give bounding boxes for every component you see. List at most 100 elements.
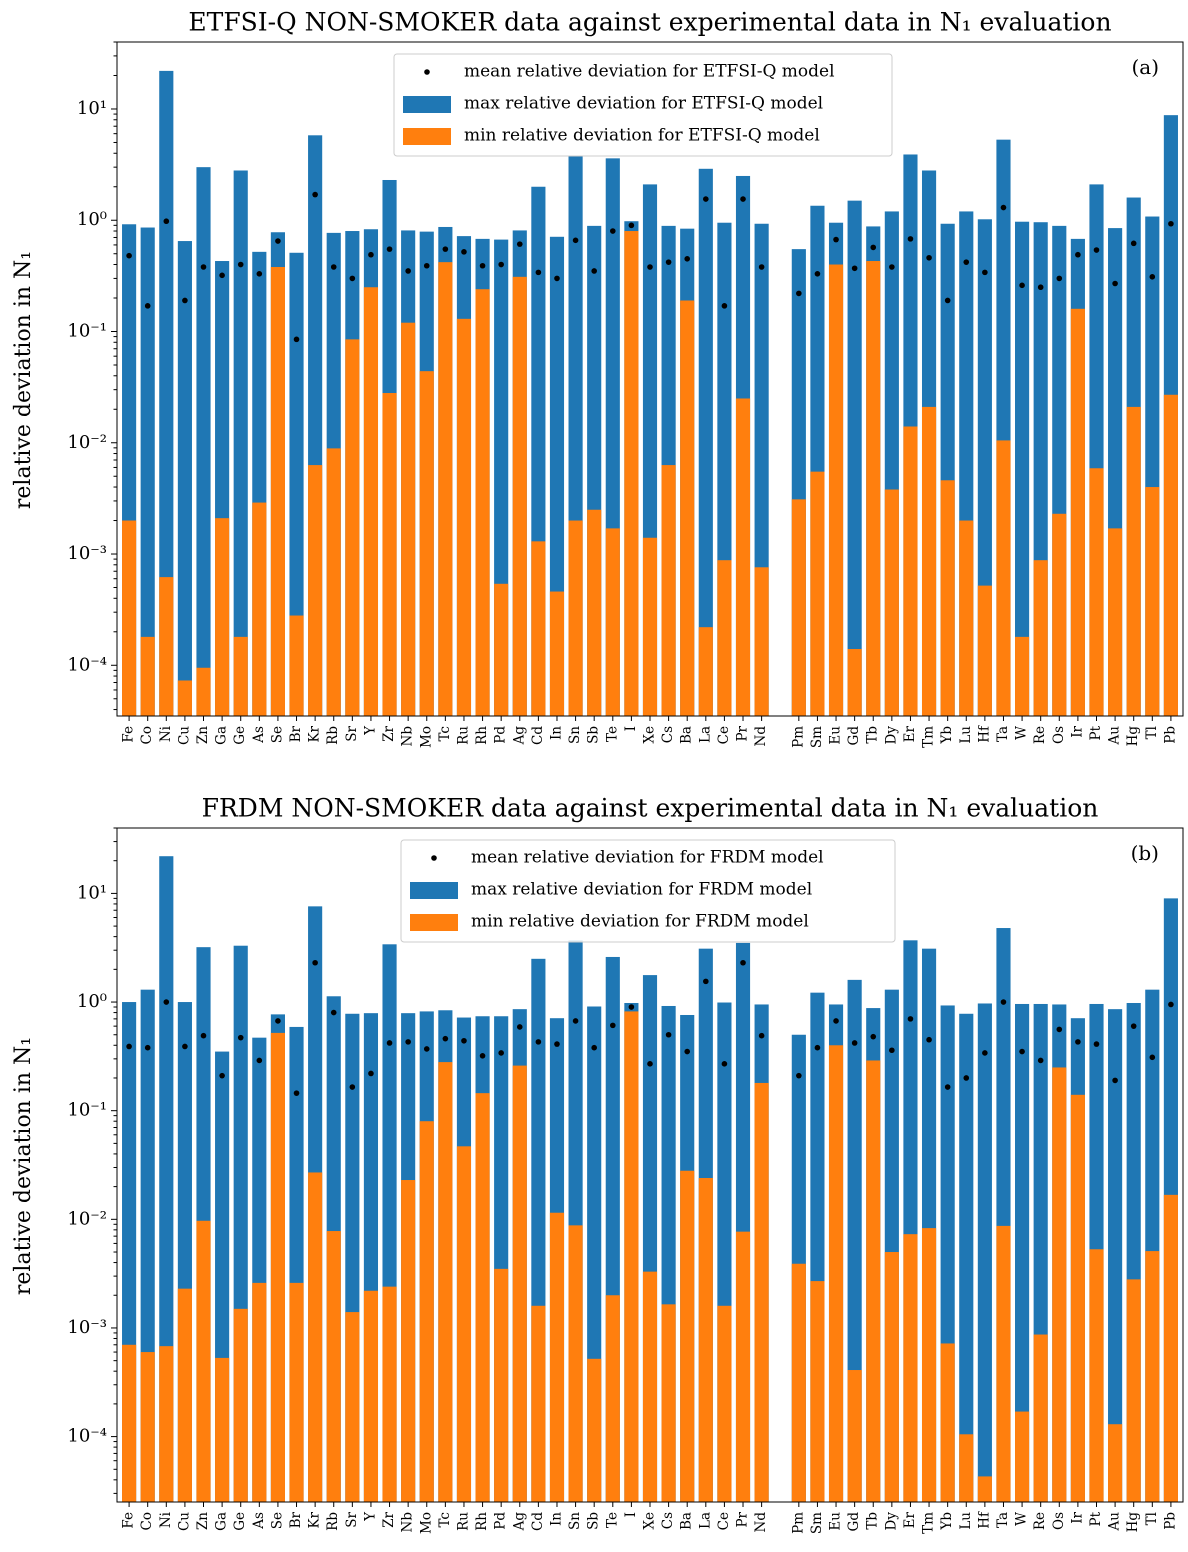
x-tick-label-Y: Y <box>362 725 378 736</box>
x-tick-label-Pt: Pt <box>1088 725 1104 740</box>
min-bar-In <box>549 1212 565 1502</box>
max-bar-W <box>1015 221 1030 716</box>
mean-point-Gd <box>851 265 858 272</box>
legend-max-swatch <box>403 96 451 113</box>
x-tick-label-Ta: Ta <box>995 726 1011 742</box>
x-tick-label-Zr: Zr <box>381 725 397 741</box>
legend: mean relative deviation for ETFSI-Q mode… <box>393 53 893 157</box>
x-tick-label-Sm: Sm <box>809 726 825 748</box>
min-bar-Mo <box>419 371 434 716</box>
mean-point-Nb <box>405 1039 411 1045</box>
min-bar-Rh <box>475 289 490 716</box>
mean-point-Nd <box>758 1032 765 1039</box>
x-tick-label-Tl: Tl <box>1144 726 1160 739</box>
x-tick-label-Os: Os <box>1051 726 1067 744</box>
mean-point-La <box>703 196 709 202</box>
x-tick-label-Sr: Sr <box>344 1511 360 1527</box>
x-tick-label-Ni: Ni <box>158 1511 174 1528</box>
x-tick-label-Re: Re <box>1032 726 1048 744</box>
x-tick-label-Pb: Pb <box>1162 726 1178 744</box>
mean-point-As <box>256 1057 263 1064</box>
min-bar-Kr <box>308 465 323 716</box>
x-tick-label-Dy: Dy <box>883 726 899 745</box>
mean-point-Re <box>1037 1057 1044 1064</box>
min-bar-W <box>1015 1411 1030 1502</box>
min-bar-Pt <box>1089 1249 1104 1502</box>
min-bar-Sr <box>345 339 360 716</box>
min-bar-Nd <box>754 567 769 716</box>
x-tick-label-Ce: Ce <box>716 1512 732 1530</box>
x-tick-label-Pr: Pr <box>735 725 751 741</box>
mean-point-Nb <box>405 268 411 274</box>
x-tick-label-Ge: Ge <box>232 1512 248 1531</box>
x-tick-label-Ce: Ce <box>716 726 732 744</box>
mean-point-Zr <box>386 246 393 252</box>
min-bar-Cs <box>661 465 676 716</box>
mean-point-Au <box>1112 1077 1118 1084</box>
min-bar-Pd <box>494 583 509 716</box>
min-bar-Rh <box>475 1093 490 1502</box>
max-bar-Au <box>1108 1009 1123 1502</box>
min-bar-Hf <box>977 1476 992 1502</box>
x-tick-label-Rb: Rb <box>325 1512 341 1531</box>
min-bar-Hg <box>1126 1279 1141 1502</box>
x-tick-label-Te: Te <box>604 1512 620 1528</box>
mean-point-Sn <box>572 237 579 244</box>
mean-point-Tb <box>870 244 877 251</box>
min-bar-Xe <box>642 1271 658 1502</box>
x-tick-label-Au: Au <box>1107 726 1123 746</box>
x-tick-label-Pt: Pt <box>1088 1511 1104 1526</box>
mean-point-Gd <box>851 1040 858 1046</box>
min-bar-Br <box>289 615 304 716</box>
mean-point-Lu <box>963 259 970 265</box>
x-tick-label-Hg: Hg <box>1125 1512 1141 1533</box>
mean-point-Os <box>1056 275 1063 282</box>
legend-mean-marker <box>424 69 430 75</box>
panel-label: (b) <box>1131 841 1159 865</box>
mean-point-Ni <box>163 999 170 1005</box>
min-bar-Nb <box>401 322 416 716</box>
y-axis-label: relative deviation in N₁ <box>11 1037 36 1295</box>
x-tick-label-Y: Y <box>362 1511 378 1522</box>
mean-point-Ta <box>1000 204 1007 211</box>
max-bar-La <box>698 168 713 716</box>
min-bar-Zr <box>382 1286 397 1502</box>
x-tick-label-Ga: Ga <box>214 1512 230 1531</box>
mean-point-I <box>628 222 635 229</box>
min-bar-Re <box>1033 1334 1048 1502</box>
min-bar-Er <box>903 426 918 716</box>
x-tick-label-Mo: Mo <box>418 1512 434 1534</box>
min-bar-Os <box>1052 513 1067 716</box>
panel-label: (a) <box>1131 55 1159 79</box>
min-bar-Br <box>289 1282 304 1502</box>
y-tick-label: 10⁰ <box>77 209 107 230</box>
max-bar-Zn <box>196 167 211 716</box>
x-tick-label-Tb: Tb <box>865 726 881 744</box>
min-bar-I <box>624 1011 639 1502</box>
x-tick-label-Er: Er <box>902 1511 918 1528</box>
x-tick-label-Pd: Pd <box>493 726 509 744</box>
mean-point-Nd <box>758 264 765 270</box>
mean-point-Hf <box>982 1050 988 1056</box>
min-bar-Tl <box>1145 487 1160 716</box>
x-tick-label-Rh: Rh <box>474 726 490 745</box>
mean-point-Tm <box>926 254 932 261</box>
mean-point-Pr <box>740 196 746 202</box>
x-tick-label-Mo: Mo <box>418 726 434 748</box>
x-tick-label-In: In <box>548 726 564 740</box>
min-bar-Sm <box>810 471 825 716</box>
x-tick-label-Ba: Ba <box>679 726 695 744</box>
mean-point-Cs <box>665 1031 672 1038</box>
bars <box>122 70 1178 717</box>
x-tick-label-Ag: Ag <box>511 726 527 746</box>
max-bar-Ge <box>233 170 248 716</box>
mean-point-Pm <box>796 1072 802 1079</box>
x-tick-label-Tm: Tm <box>921 726 937 748</box>
max-bar-Co <box>140 227 155 716</box>
mean-point-Hg <box>1130 1023 1137 1029</box>
x-tick-label-Sn: Sn <box>567 726 583 744</box>
x-tick-label-Tc: Tc <box>437 726 453 742</box>
min-bar-Pb <box>1163 394 1178 716</box>
x-tick-label-La: La <box>697 726 713 743</box>
legend-entry: min relative deviation for FRDM model <box>471 912 809 932</box>
